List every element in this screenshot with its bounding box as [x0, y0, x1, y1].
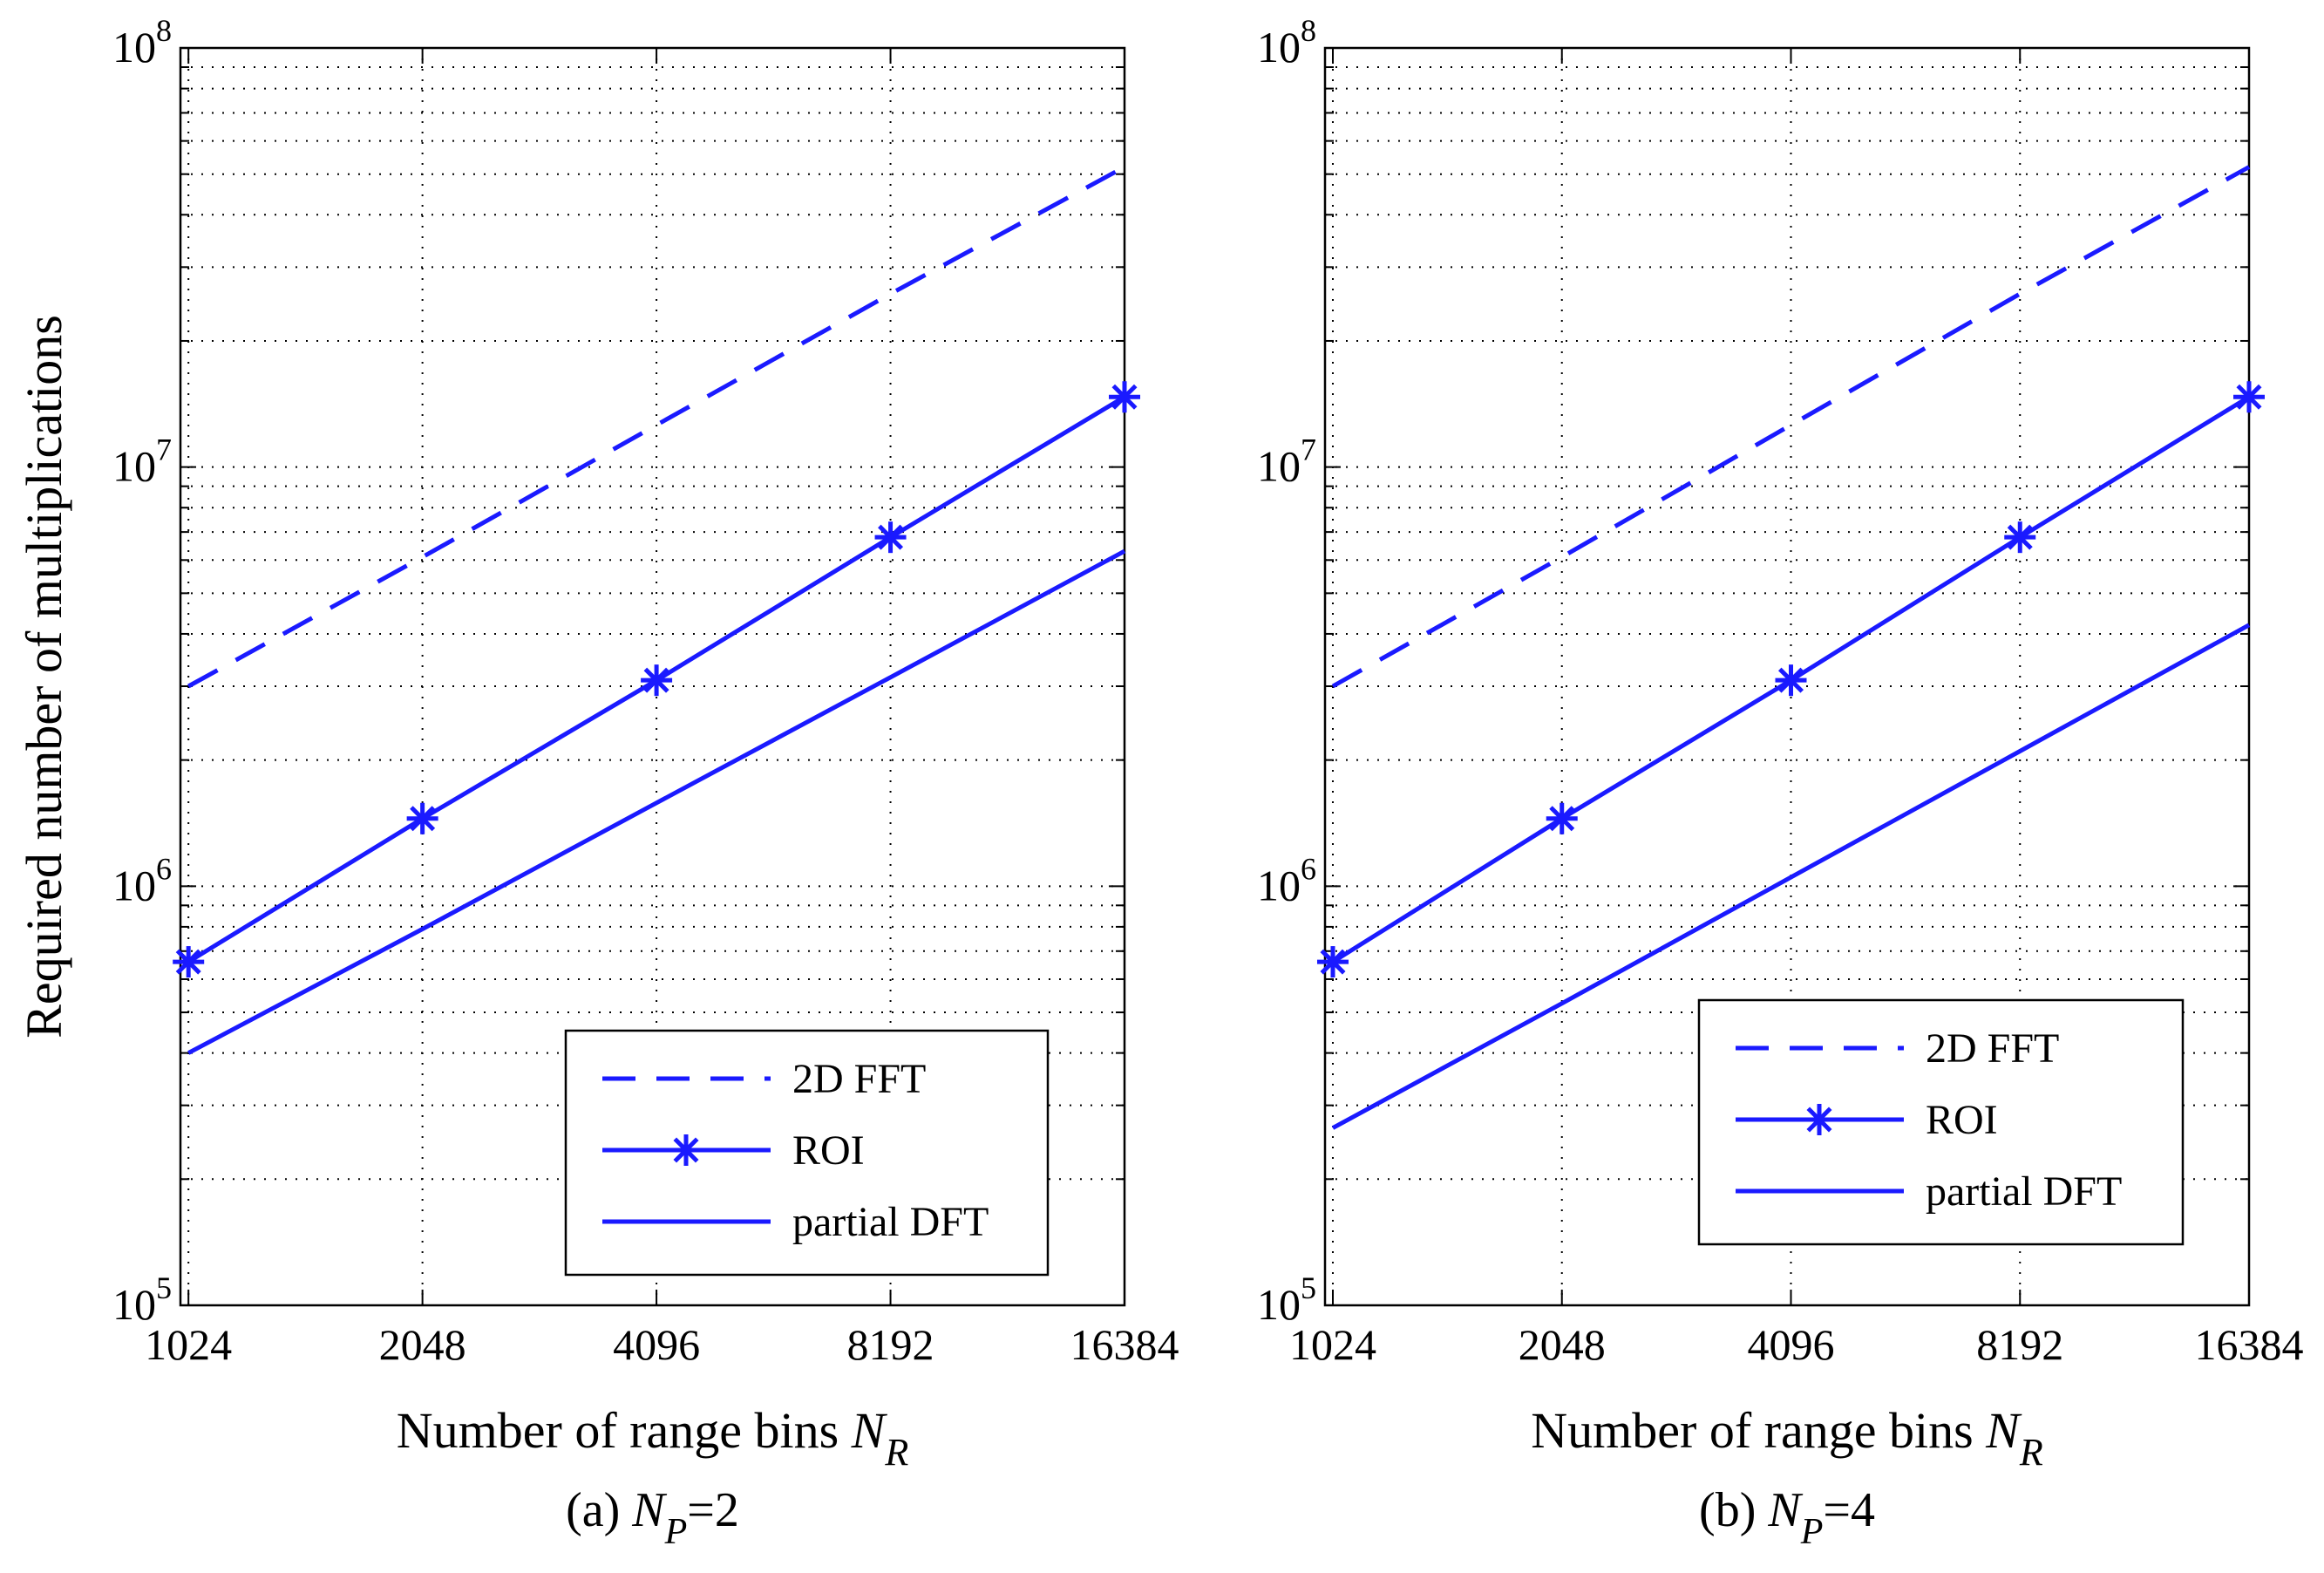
y-tick-label: 107 — [1257, 432, 1316, 491]
series-line-partial-dft — [1331, 623, 2251, 1130]
legend-box — [564, 1029, 1050, 1277]
axes-frame — [179, 46, 1126, 1307]
data-point-marker — [874, 521, 907, 554]
series-group — [173, 165, 1140, 1055]
data-point-marker — [670, 1134, 702, 1166]
y-tick-label: 107 — [112, 432, 172, 491]
legend-label: ROI — [1926, 1097, 1998, 1143]
y-tick-label: 105 — [112, 1270, 172, 1329]
data-point-marker — [2004, 521, 2036, 554]
data-point-marker — [2233, 381, 2265, 413]
x-tick-label: 2048 — [379, 1320, 466, 1369]
x-tick-label: 16384 — [2195, 1320, 2304, 1369]
x-axis-label: Number of range bins NR — [1531, 1402, 2043, 1474]
series-group — [1316, 165, 2265, 1130]
legend-label: ROI — [792, 1127, 865, 1174]
legend: 2D FFT ROI partial DFT — [564, 1029, 1050, 1277]
data-point-marker — [641, 664, 673, 697]
legend-label: 2D FFT — [1926, 1025, 2059, 1072]
data-point-marker — [1109, 381, 1140, 413]
y-tick-label: 106 — [1257, 851, 1316, 909]
legend-box — [1697, 998, 2185, 1246]
legend-label: partial DFT — [1926, 1168, 2122, 1215]
data-point-marker — [1804, 1104, 1835, 1135]
x-tick-label: 16384 — [1070, 1320, 1179, 1369]
data-point-marker — [1546, 802, 1578, 834]
x-tick-label: 8192 — [847, 1320, 934, 1369]
panel-caption: (a) NP=2 — [566, 1483, 739, 1552]
x-tick-label: 1024 — [145, 1320, 232, 1369]
x-tick-label: 1024 — [1289, 1320, 1376, 1369]
data-point-marker — [173, 946, 205, 978]
axes-frame — [1323, 46, 2251, 1307]
x-tick-label: 4096 — [613, 1320, 700, 1369]
y-tick-label: 105 — [1257, 1270, 1316, 1329]
x-tick-label: 2048 — [1519, 1320, 1606, 1369]
x-tick-label: 4096 — [1747, 1320, 1834, 1369]
chart-panel-b: 1024 2048 4096 8192 16384 105 106 107 108 2D FFT R… — [1257, 13, 2304, 1552]
series-line-2d-fft — [1331, 165, 2251, 689]
y-tick-label: 108 — [1257, 13, 1316, 72]
panel-caption: (b) NP=4 — [1699, 1483, 1875, 1552]
legend: 2D FFT ROI partial DFT — [1697, 998, 2185, 1246]
y-axis-label: Required number of multiplications — [16, 315, 72, 1038]
series-line-partial-dft — [187, 548, 1126, 1055]
x-tick-label: 8192 — [1976, 1320, 2063, 1369]
y-tick-label: 108 — [112, 13, 172, 72]
series-line-2d-fft — [187, 165, 1126, 689]
legend-label: partial DFT — [792, 1199, 989, 1245]
y-tick-label: 106 — [112, 851, 172, 909]
data-point-marker — [1316, 946, 1349, 978]
data-point-marker — [406, 802, 438, 834]
data-point-marker — [1775, 664, 1807, 697]
x-axis-label: Number of range bins NR — [397, 1402, 909, 1474]
chart-panel-a: 1024 2048 4096 8192 16384 105 106 107 108 2D FFT R… — [16, 13, 1179, 1552]
legend-label: 2D FFT — [792, 1056, 926, 1102]
